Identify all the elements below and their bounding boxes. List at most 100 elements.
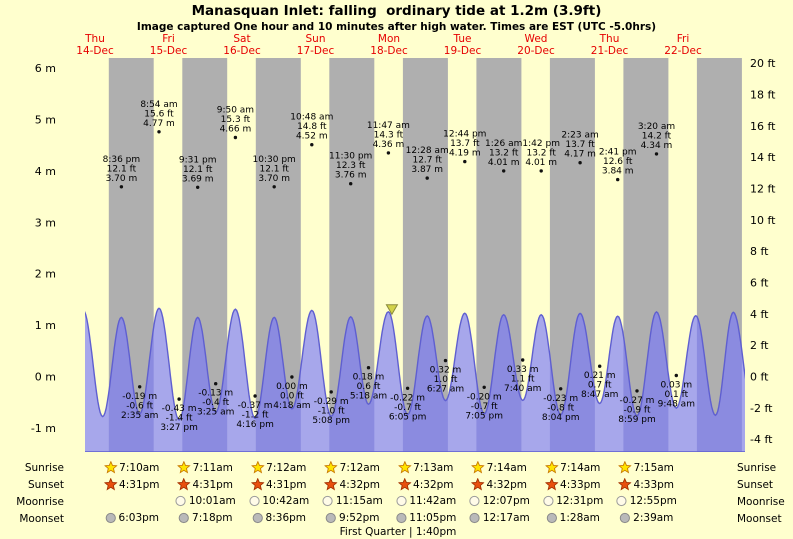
high-tide-dot [425, 176, 429, 180]
left-axis-tick-label: 2 m [35, 268, 56, 281]
svg-text:3:25 am: 3:25 am [197, 408, 234, 418]
svg-text:-1.4 ft: -1.4 ft [166, 414, 193, 424]
sunrise-entry: 7:14am [471, 461, 527, 474]
low-tide-annotation: 0.00 m0.0 ft4:18 am [273, 375, 311, 411]
low-tide-annotation: -0.37 m-1.2 ft4:16 pm [236, 394, 274, 430]
svg-text:0.1 ft: 0.1 ft [664, 390, 688, 400]
day-date-label: 18-Dec [370, 45, 408, 57]
sunset-entry: 4:32pm [324, 478, 380, 491]
svg-text:14.8 ft: 14.8 ft [297, 122, 327, 132]
svg-text:12.7 ft: 12.7 ft [412, 156, 442, 166]
svg-text:2:41 pm: 2:41 pm [599, 148, 637, 158]
high-tide-dot [578, 161, 582, 165]
sunrise-time: 7:12am [266, 461, 307, 474]
low-tide-dot [482, 385, 486, 389]
high-tide-dot [463, 159, 467, 164]
moonset-entry: 9:52pm [325, 512, 380, 524]
sunset-star-icon [177, 478, 191, 491]
svg-text:7:40 am: 7:40 am [504, 384, 541, 394]
moonrise-entry: 12:55pm [616, 495, 677, 507]
svg-text:4.52 m: 4.52 m [296, 132, 328, 142]
page-subtitle: Image captured One hour and 10 minutes a… [136, 21, 657, 33]
low-tide-dot [329, 390, 333, 394]
day-date-label: 16-Dec [223, 45, 261, 57]
sunset-time: 4:33pm [560, 478, 601, 491]
svg-text:1.1 ft: 1.1 ft [511, 375, 535, 385]
sunrise-time: 7:14am [560, 461, 601, 474]
svg-text:-0.29 m: -0.29 m [314, 397, 349, 407]
svg-text:13.2 ft: 13.2 ft [489, 148, 519, 158]
low-tide-dot [214, 382, 218, 386]
high-tide-dot [386, 151, 391, 155]
svg-text:13.2 ft: 13.2 ft [526, 148, 556, 158]
svg-text:8:59 pm: 8:59 pm [618, 415, 656, 425]
svg-text:0.00 m: 0.00 m [276, 382, 308, 392]
svg-text:-0.13 m: -0.13 m [198, 389, 233, 399]
sunset-label-left: Sunset [27, 479, 64, 491]
moonrise-icon [249, 495, 260, 507]
day-date-label: 20-Dec [517, 45, 555, 57]
svg-text:10:30 pm: 10:30 pm [253, 155, 296, 165]
moon-phase-label: First Quarter | 1:40pm [339, 526, 457, 538]
low-tide-annotation: 0.03 m0.1 ft9:48 am [658, 373, 695, 410]
moonset-time: 6:03pm [118, 512, 160, 524]
svg-text:12.1 ft: 12.1 ft [259, 164, 289, 174]
svg-text:6:27 am: 6:27 am [427, 385, 464, 395]
day-dow-label: Thu [84, 33, 105, 45]
low-tide-annotation: 0.32 m1.0 ft6:27 am [427, 358, 464, 395]
svg-text:3:20 am: 3:20 am [638, 122, 675, 132]
moonrise-time: 11:15am [335, 495, 383, 507]
svg-text:15.6 ft: 15.6 ft [144, 109, 174, 119]
moonset-entry: 11:05pm [395, 512, 456, 524]
moonrise-time: 10:42am [262, 495, 310, 507]
moonrise-entry: 12:31pm [542, 495, 603, 507]
sunset-star-icon [471, 478, 485, 491]
right-axis-tick-label: 16 ft [750, 120, 776, 133]
sunrise-time: 7:13am [413, 461, 454, 474]
sunrise-entry: 7:15am [618, 461, 674, 474]
left-axis-tick-label: 4 m [35, 165, 56, 178]
sunset-star-icon [398, 478, 412, 491]
day-labels: Thu14-DecFri15-DecSat16-DecSun17-DecMon1… [76, 33, 702, 57]
moonrise-icon [175, 495, 186, 507]
high-tide-dot [119, 185, 124, 189]
sunset-time: 4:33pm [633, 478, 675, 491]
right-axis-tick-label: 10 ft [750, 214, 776, 227]
svg-text:0.33 m: 0.33 m [507, 365, 539, 375]
day-date-label: 21-Dec [591, 45, 629, 57]
svg-text:8:04 pm: 8:04 pm [542, 413, 580, 423]
tide-wave [85, 307, 745, 452]
svg-text:-1.0 ft: -1.0 ft [318, 406, 345, 416]
high-tide-dot [157, 130, 161, 134]
left-axis-tick-label: 1 m [35, 319, 56, 332]
svg-text:2:35 am: 2:35 am [121, 411, 158, 421]
page-title: Manasquan Inlet: falling ordinary tide a… [191, 3, 602, 19]
moonset-icon [469, 512, 480, 524]
right-axis-tick-label: 0 ft [750, 371, 769, 384]
tide-chart: Thu14-DecFri15-DecSat16-DecSun17-DecMon1… [31, 33, 776, 452]
svg-text:-0.9 ft: -0.9 ft [624, 405, 651, 415]
sunrise-entry: 7:11am [177, 461, 233, 474]
low-tide-annotation: -0.19 m-0.6 ft2:35 am [121, 385, 158, 421]
sunset-time: 4:31pm [192, 478, 234, 491]
svg-text:4.17 m: 4.17 m [564, 150, 596, 160]
sunrise-time: 7:15am [633, 461, 674, 474]
day-dow-label: Mon [378, 33, 400, 45]
svg-text:1:26 am: 1:26 am [485, 139, 522, 149]
moonset-time: 8:36pm [265, 512, 307, 524]
svg-text:9:50 am: 9:50 am [217, 106, 254, 116]
sunrise-star-icon [471, 461, 485, 474]
svg-text:-0.43 m: -0.43 m [162, 404, 197, 414]
day-dow-label: Tue [453, 33, 472, 45]
right-axis-tick-label: 8 ft [750, 245, 769, 258]
svg-text:8:36 pm: 8:36 pm [103, 155, 141, 165]
sunset-entry: 4:33pm [545, 478, 601, 491]
right-axis-labels: 20 ft 18 ft 16 ft 14 ft 12 ft 10 ft 8 ft 6 ft 4 … [750, 57, 776, 446]
svg-text:0.18 m: 0.18 m [353, 373, 385, 383]
left-axis-tick-label: 6 m [35, 62, 56, 75]
sunrise-entry: 7:12am [324, 461, 380, 474]
